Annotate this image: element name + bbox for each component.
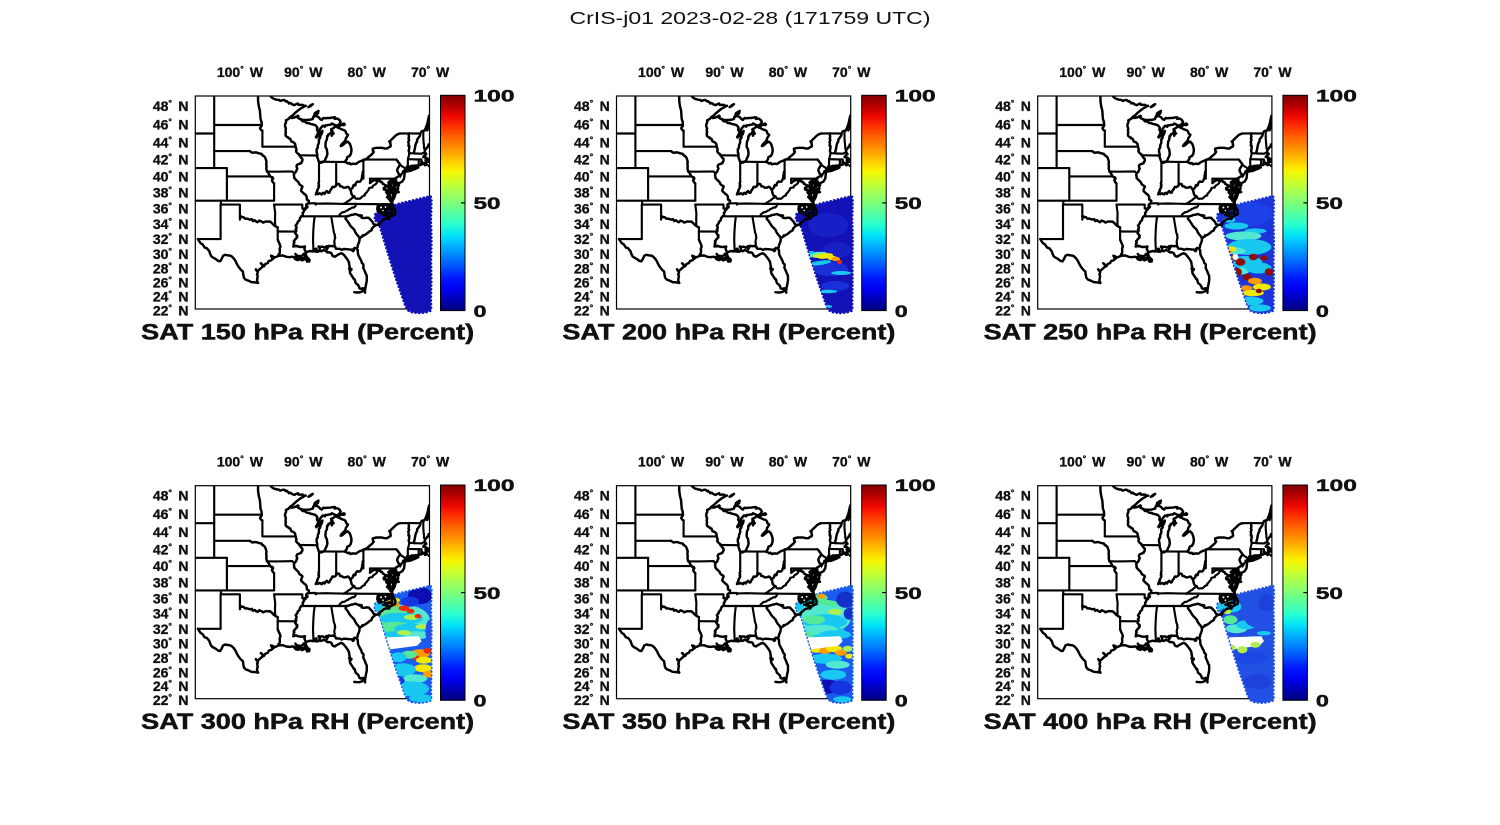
svg-text:SAT 350 hPa RH (Percent): SAT 350 hPa RH (Percent) [562,709,895,734]
svg-text:SAT 150 hPa RH (Percent): SAT 150 hPa RH (Percent) [141,320,474,345]
svg-text:SAT 200 hPa RH (Percent): SAT 200 hPa RH (Percent) [562,320,895,345]
svg-text:SAT 250 hPa RH (Percent): SAT 250 hPa RH (Percent) [984,320,1317,345]
svg-text:CrIS-j01 2023-02-28 (171759 UT: CrIS-j01 2023-02-28 (171759 UTC) [570,8,931,28]
svg-text:SAT 400 hPa RH (Percent): SAT 400 hPa RH (Percent) [984,709,1317,734]
svg-text:SAT 300 hPa RH (Percent): SAT 300 hPa RH (Percent) [141,709,474,734]
